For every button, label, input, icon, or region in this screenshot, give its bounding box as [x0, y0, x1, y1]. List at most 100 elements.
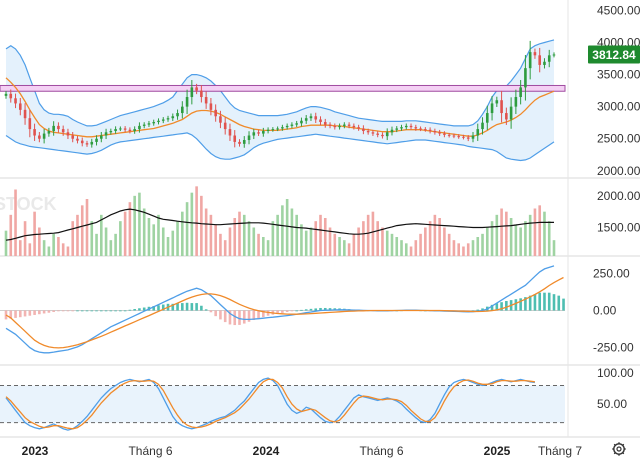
last-price-badge	[588, 45, 640, 64]
candle-body	[495, 100, 499, 104]
macd-histogram-bar	[104, 310, 108, 312]
volume-bar	[509, 218, 513, 256]
volume-bar	[481, 233, 484, 256]
macd-histogram-bar	[528, 295, 532, 311]
candle-body	[385, 132, 389, 137]
macd-histogram-bar	[76, 310, 79, 312]
volume-bar	[476, 237, 480, 256]
macd-histogram-bar	[123, 310, 127, 312]
volume-bar	[524, 221, 527, 256]
volume-bar	[252, 227, 256, 256]
candle-body	[247, 135, 251, 140]
volume-bar	[9, 214, 13, 256]
macd-histogram-bar	[23, 310, 27, 317]
volume-bar	[200, 195, 203, 256]
volume-bar	[281, 205, 284, 256]
candle-body	[271, 129, 275, 131]
macd-histogram-bar	[276, 310, 279, 314]
volume-bar	[547, 221, 551, 256]
volume-bar	[28, 243, 32, 256]
volume-bar	[57, 237, 60, 256]
volume-bar	[76, 214, 79, 256]
volume-bar	[276, 214, 279, 256]
bollinger-upper-line	[5, 39, 555, 127]
price-axis-tick: 4500.00	[597, 3, 640, 17]
settings-gear-icon[interactable]	[611, 441, 627, 457]
macd-histogram-bar	[33, 310, 36, 315]
macd-histogram-bar	[85, 310, 89, 312]
candle-body	[552, 54, 556, 56]
volume-bar	[500, 208, 503, 256]
volume-bar	[285, 199, 289, 256]
candle-body	[409, 125, 413, 128]
volume-bar	[171, 230, 175, 256]
candle-body	[395, 128, 399, 130]
volume-bar	[271, 221, 275, 256]
macd-histogram-bar	[181, 303, 184, 311]
candle-body	[509, 106, 513, 120]
macd-histogram-bar	[262, 310, 265, 318]
macd-histogram-bar	[547, 292, 551, 311]
volume-bar	[52, 233, 55, 256]
candle-body	[533, 52, 537, 56]
macd-histogram-bar	[114, 310, 117, 312]
macd-histogram-bar	[119, 310, 122, 312]
volume-bar	[238, 211, 241, 256]
macd-histogram-bar	[200, 305, 203, 311]
resistance-zone	[0, 84, 566, 92]
candle-body	[252, 132, 256, 136]
time-axis-tick: Tháng 7	[538, 444, 582, 458]
volume-bar	[33, 211, 36, 256]
volume-bar	[490, 221, 494, 256]
candle-body	[266, 129, 270, 132]
volume-bar	[61, 243, 65, 256]
volume-bar	[228, 227, 232, 256]
volume-bar	[424, 227, 427, 256]
volume-bar	[438, 218, 441, 256]
volume-bar	[257, 233, 260, 256]
volume-bar	[471, 240, 475, 256]
candle-body	[42, 133, 46, 139]
macd-histogram-bar	[228, 310, 232, 325]
candle-body	[114, 129, 117, 132]
macd-histogram-bar	[171, 303, 175, 311]
candle-body	[104, 132, 108, 136]
time-axis-tick: Tháng 6	[128, 444, 172, 458]
volume-bar	[309, 227, 313, 256]
macd-histogram-bar	[557, 295, 561, 311]
volume-bar	[181, 211, 184, 256]
candle-body	[323, 122, 327, 125]
candle-body	[381, 134, 384, 137]
volume-bar	[152, 224, 156, 256]
volume-bar	[533, 208, 537, 256]
macd-histogram-bar	[524, 297, 527, 311]
candle-body	[257, 132, 260, 134]
candle-body	[366, 131, 370, 133]
volume-bar	[4, 230, 8, 256]
candle-body	[262, 131, 265, 134]
volume-bar	[195, 186, 198, 256]
macd-histogram-bar	[204, 309, 208, 311]
volume-bar	[176, 221, 179, 256]
macd-axis-tick: -250.00	[593, 341, 634, 355]
macd-histogram-bar	[157, 305, 160, 311]
candle-body	[100, 135, 103, 139]
volume-bar	[38, 227, 41, 256]
volume-bar	[262, 237, 265, 256]
candle-body	[90, 141, 94, 145]
volume-bar	[447, 233, 451, 256]
volume-bar	[133, 195, 136, 256]
time-axis-tick: 2024	[253, 444, 280, 458]
candle-body	[505, 113, 508, 120]
candle-body	[452, 135, 456, 137]
volume-bar	[404, 243, 408, 256]
macd-histogram-bar	[295, 310, 298, 312]
candle-body	[285, 125, 289, 128]
volume-bar	[295, 214, 298, 256]
bollinger-lower-line	[5, 132, 555, 162]
bollinger-band-fill	[6, 39, 554, 161]
volume-bar	[362, 221, 365, 256]
macd-histogram-bar	[133, 309, 136, 311]
volume-bar	[385, 230, 389, 256]
